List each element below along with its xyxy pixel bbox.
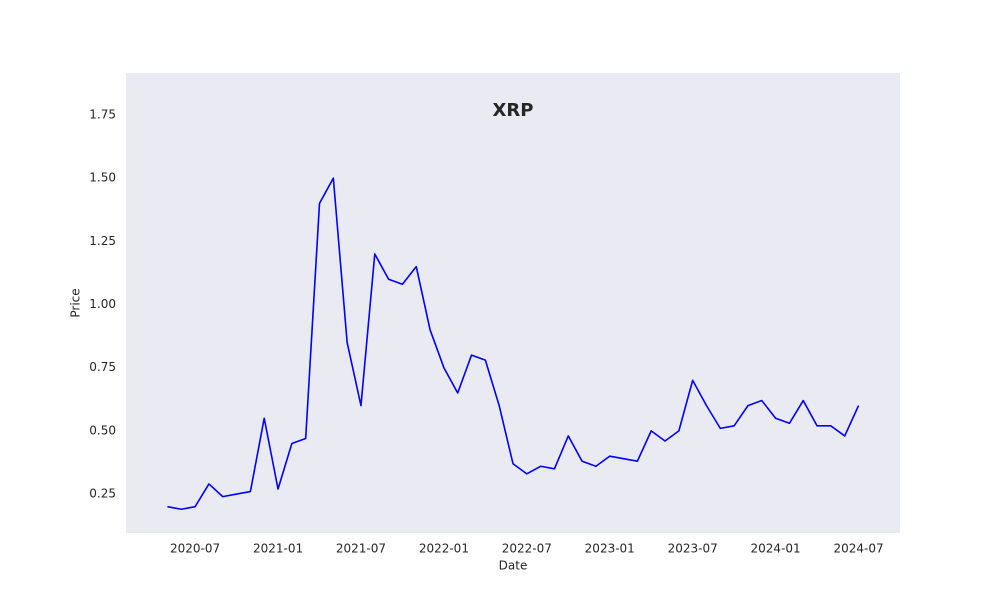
chart-title: XRP: [493, 100, 534, 121]
y-tick-label: 0.50: [89, 423, 116, 437]
y-tick-label: 0.75: [89, 360, 116, 374]
y-tick-label: 1.25: [89, 234, 116, 248]
x-tick-label: 2023-01: [585, 542, 635, 556]
x-tick-label: 2022-07: [502, 542, 552, 556]
y-tick-label: 1.00: [89, 297, 116, 311]
price-line: [167, 177, 860, 511]
y-tick-label: 1.75: [89, 107, 116, 121]
y-axis-label: Price: [69, 288, 83, 317]
x-tick-label: 2020-07: [170, 542, 220, 556]
y-tick-label: 0.25: [89, 487, 116, 501]
x-tick-label: 2021-07: [336, 542, 386, 556]
plot-area: [126, 73, 900, 533]
x-axis-label: Date: [499, 559, 528, 573]
x-tick-label: 2022-01: [419, 542, 469, 556]
x-tick-label: 2024-01: [751, 542, 801, 556]
x-tick-label: 2021-01: [253, 542, 303, 556]
y-tick-label: 1.50: [89, 171, 116, 185]
x-tick-label: 2023-07: [668, 542, 718, 556]
x-tick-label: 2024-07: [833, 542, 883, 556]
